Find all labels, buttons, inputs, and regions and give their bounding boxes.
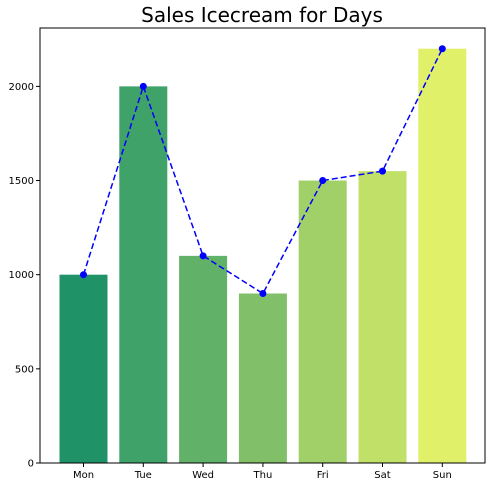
x-tick-label: Sat [374,470,390,481]
y-tick-label: 0 [28,459,34,470]
x-axis-ticks: Mon Tue Wed Thu Fri Sat Sun [73,463,452,481]
y-tick-label: 1500 [9,176,34,187]
line-point-fri [319,177,327,185]
y-tick-label: 500 [15,364,34,375]
bar-fri [298,180,347,463]
bar-thu [238,293,287,463]
line-point-tue [139,82,147,90]
y-tick-label: 2000 [9,82,34,93]
bar-wed [179,255,228,463]
x-tick-label: Wed [192,470,214,481]
x-tick-label: Thu [253,470,273,481]
chart-title: Sales Icecream for Days [141,3,383,27]
x-tick-label: Mon [73,470,94,481]
bar-sat [358,171,407,463]
bar-sun [418,48,467,463]
overlay-line-group [80,45,446,298]
line-point-mon [80,271,87,279]
y-axis-ticks: 0 500 1000 1500 2000 [9,82,40,470]
x-tick-label: Tue [134,470,152,481]
bar-mon [59,274,108,463]
line-point-sun [438,45,446,53]
x-tick-label: Sun [433,470,452,481]
line-point-thu [259,290,267,298]
y-tick-label: 1000 [9,270,34,281]
line-point-sat [379,167,386,175]
bar-tue [119,86,168,464]
bar-group [59,48,467,464]
line-point-wed [199,252,207,260]
x-tick-label: Fri [317,470,329,481]
